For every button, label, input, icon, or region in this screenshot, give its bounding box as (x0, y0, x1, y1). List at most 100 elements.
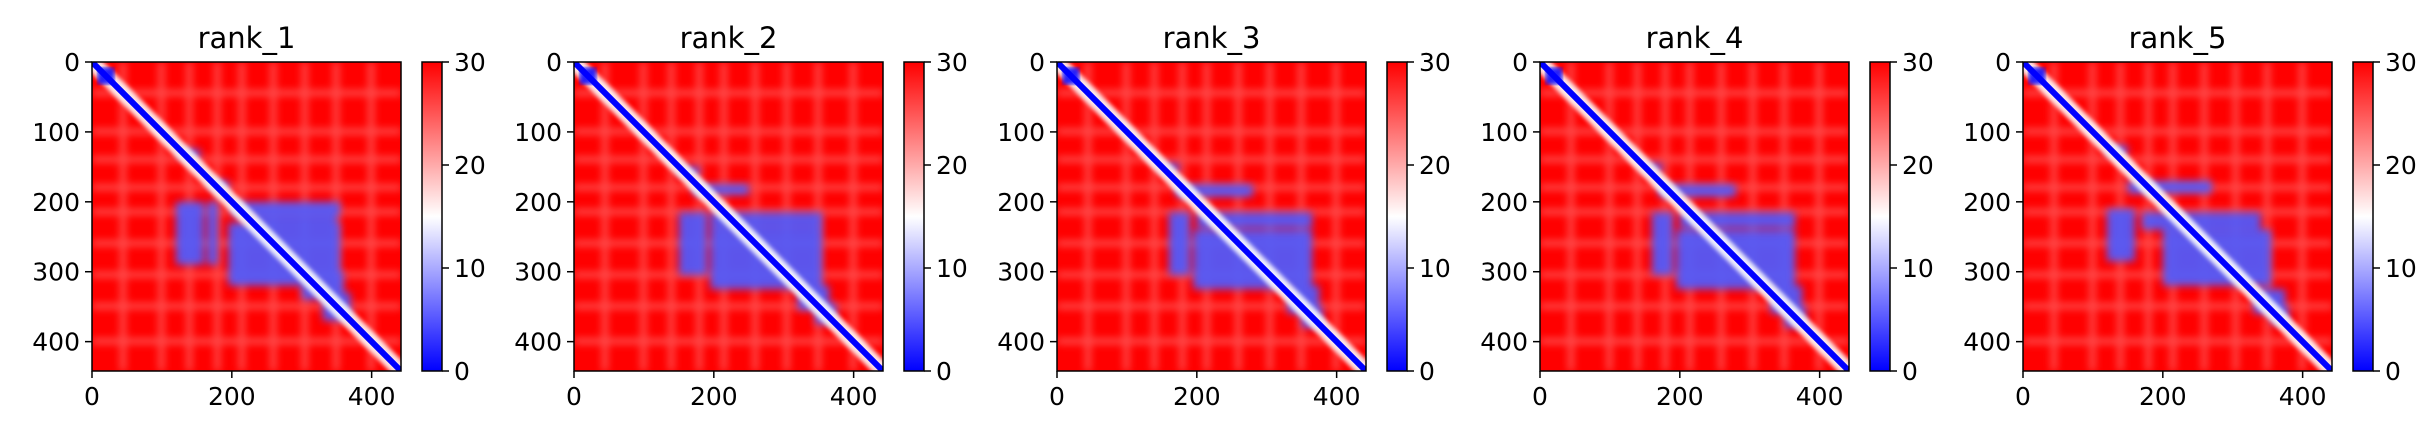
heatmap-image (2023, 62, 2332, 371)
heatmap-streak (1540, 303, 1849, 310)
heatmap-block (175, 201, 204, 265)
heatmap-streak (92, 128, 401, 135)
x-tick-label: 0 (84, 382, 100, 411)
heatmap-block (678, 212, 707, 276)
colorbar-tick-label: 30 (1419, 48, 1451, 77)
heatmap-image (92, 62, 401, 371)
colorbar (2352, 61, 2374, 372)
axes-frame (2022, 61, 2333, 372)
x-tick-label: 0 (566, 382, 582, 411)
heatmap-streak (92, 303, 401, 310)
axes-frame (91, 61, 402, 372)
colorbar-tick-label: 20 (1419, 151, 1451, 180)
colorbar (1869, 61, 1891, 372)
heatmap-block (1168, 212, 1190, 276)
colorbar-tick-label: 30 (2385, 48, 2417, 77)
heatmap-streak (574, 303, 883, 310)
colorbar-tick-label: 30 (936, 48, 968, 77)
axes-frame (1056, 61, 1367, 372)
colorbar-tick-label: 20 (454, 151, 486, 180)
heatmap-streak (1816, 62, 1823, 371)
heatmap-streak (1057, 89, 1366, 96)
x-tick-label: 0 (2015, 382, 2031, 411)
heatmap-block (579, 67, 597, 85)
heatmap-block (97, 67, 115, 85)
heatmap-streak (1057, 156, 1366, 163)
colorbar (903, 61, 925, 372)
heatmap-streak (1540, 156, 1849, 163)
x-tick-label: 200 (2139, 382, 2187, 411)
y-tick-label: 200 (1963, 188, 2011, 217)
colorbar-tick-label: 10 (1419, 254, 1451, 283)
heatmap-streak (1123, 62, 1130, 371)
panel-title: rank_4 (1646, 21, 1744, 55)
heatmap-image (574, 62, 883, 371)
colorbar-tick-label: 20 (2385, 151, 2417, 180)
heatmap-streak (92, 184, 401, 191)
heatmap-streak (92, 89, 401, 96)
y-tick-label: 400 (32, 328, 80, 357)
heatmap-streak (1606, 62, 1613, 371)
y-tick-label: 400 (997, 328, 1045, 357)
diagonal (574, 62, 883, 371)
y-tick-label: 200 (997, 188, 1045, 217)
y-tick-label: 0 (1029, 48, 1045, 77)
axes-frame (573, 61, 884, 372)
x-tick-label: 0 (1049, 382, 1065, 411)
x-tick-label: 400 (1796, 382, 1844, 411)
heatmap-streak (1084, 62, 1091, 371)
y-tick-label: 300 (1963, 258, 2011, 287)
heatmap-streak (2023, 156, 2332, 163)
heatmap-streak (2264, 62, 2271, 371)
x-tick-label: 400 (348, 382, 396, 411)
y-tick-label: 300 (1480, 258, 1528, 287)
y-tick-label: 300 (32, 258, 80, 287)
heatmap-streak (668, 62, 675, 371)
x-tick-label: 400 (1313, 382, 1361, 411)
heatmap-streak (1057, 303, 1366, 310)
diagonal (1057, 62, 1366, 371)
heatmap-streak (1540, 89, 1849, 96)
y-tick-label: 200 (32, 188, 80, 217)
heatmap-streak (1540, 128, 1849, 135)
heatmap-image (1057, 62, 1366, 371)
heatmap-streak (2050, 62, 2057, 371)
heatmap-streak (2299, 62, 2306, 371)
panel-title: rank_2 (680, 21, 778, 55)
heatmap-streak (368, 62, 375, 371)
heatmap-streak (2023, 128, 2332, 135)
heatmap-streak (850, 62, 857, 371)
colorbar-tick-label: 0 (2385, 357, 2401, 386)
heatmap-image (1540, 62, 1849, 371)
heatmap-streak (92, 156, 401, 163)
heatmap-block (1062, 67, 1080, 85)
heatmap-streak (2089, 62, 2096, 371)
panel-title: rank_5 (2129, 21, 2227, 55)
heatmap-streak (640, 62, 647, 371)
heatmap-streak (1634, 62, 1641, 371)
x-tick-label: 200 (208, 382, 256, 411)
colorbar (421, 61, 443, 372)
heatmap-block (1651, 212, 1673, 276)
colorbar-tick-label: 10 (1902, 254, 1934, 283)
heatmap-streak (2023, 338, 2332, 345)
heatmap-block (231, 201, 341, 216)
colorbar-tick-label: 0 (936, 357, 952, 386)
heatmap-streak (601, 62, 608, 371)
x-tick-label: 200 (1173, 382, 1221, 411)
y-tick-label: 100 (1480, 118, 1528, 147)
x-tick-label: 200 (690, 382, 738, 411)
panel-title: rank_1 (198, 21, 296, 55)
heatmap-streak (1151, 62, 1158, 371)
diagonal (2023, 62, 2332, 371)
heatmap-streak (1057, 128, 1366, 135)
y-tick-label: 0 (546, 48, 562, 77)
heatmap-streak (1333, 62, 1340, 371)
heatmap-streak (119, 62, 126, 371)
